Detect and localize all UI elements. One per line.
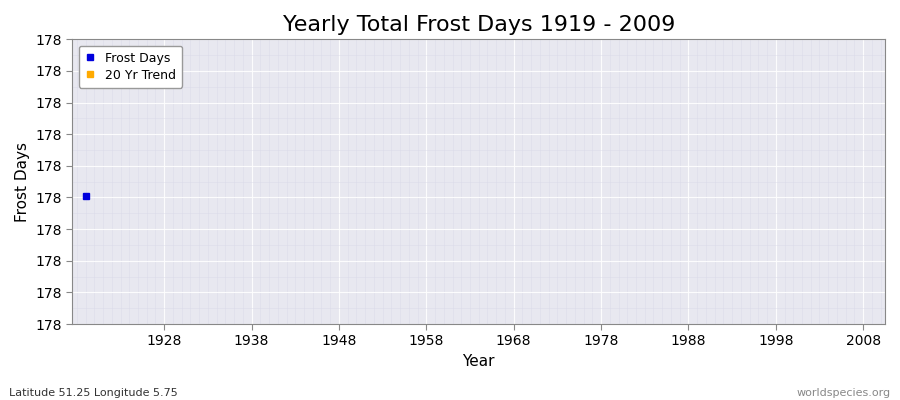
Y-axis label: Frost Days: Frost Days [15, 142, 30, 222]
Title: Yearly Total Frost Days 1919 - 2009: Yearly Total Frost Days 1919 - 2009 [283, 15, 675, 35]
Text: Latitude 51.25 Longitude 5.75: Latitude 51.25 Longitude 5.75 [9, 388, 178, 398]
X-axis label: Year: Year [463, 354, 495, 369]
Legend: Frost Days, 20 Yr Trend: Frost Days, 20 Yr Trend [78, 46, 182, 88]
Text: worldspecies.org: worldspecies.org [796, 388, 891, 398]
